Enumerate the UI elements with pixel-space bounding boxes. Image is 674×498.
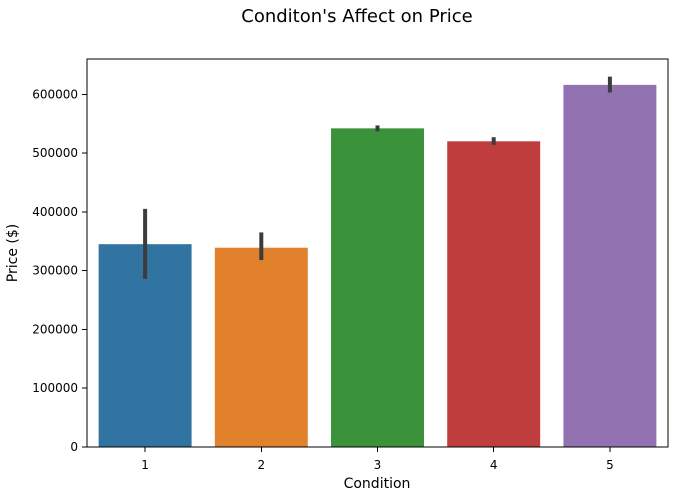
y-tick-label: 300000 [32, 264, 78, 278]
y-axis: 0 100000 200000 300000 400000 500000 600000 [32, 87, 87, 454]
x-tick-label: 4 [490, 458, 498, 472]
x-tick-label: 1 [141, 458, 149, 472]
x-tick-label: 2 [257, 458, 265, 472]
y-tick-label: 600000 [32, 87, 78, 101]
y-tick-label: 200000 [32, 322, 78, 336]
bar-condition-5 [563, 84, 657, 448]
x-axis-label: Condition [344, 476, 411, 492]
x-tick-label: 3 [374, 458, 382, 472]
y-axis-label: Price ($) [5, 224, 21, 282]
bar-condition-3 [331, 128, 424, 447]
bar-condition-2 [214, 247, 308, 447]
y-tick-label: 0 [70, 440, 78, 454]
y-tick-label: 100000 [32, 381, 78, 395]
y-tick-label: 500000 [32, 146, 78, 160]
x-axis: 1 2 3 4 5 [141, 447, 614, 472]
chart-title: Conditon's Affect on Price [241, 6, 472, 27]
y-tick-label: 400000 [32, 205, 78, 219]
x-tick-label: 5 [606, 458, 614, 472]
bar-condition-4 [447, 141, 541, 448]
plot-area [98, 76, 657, 448]
